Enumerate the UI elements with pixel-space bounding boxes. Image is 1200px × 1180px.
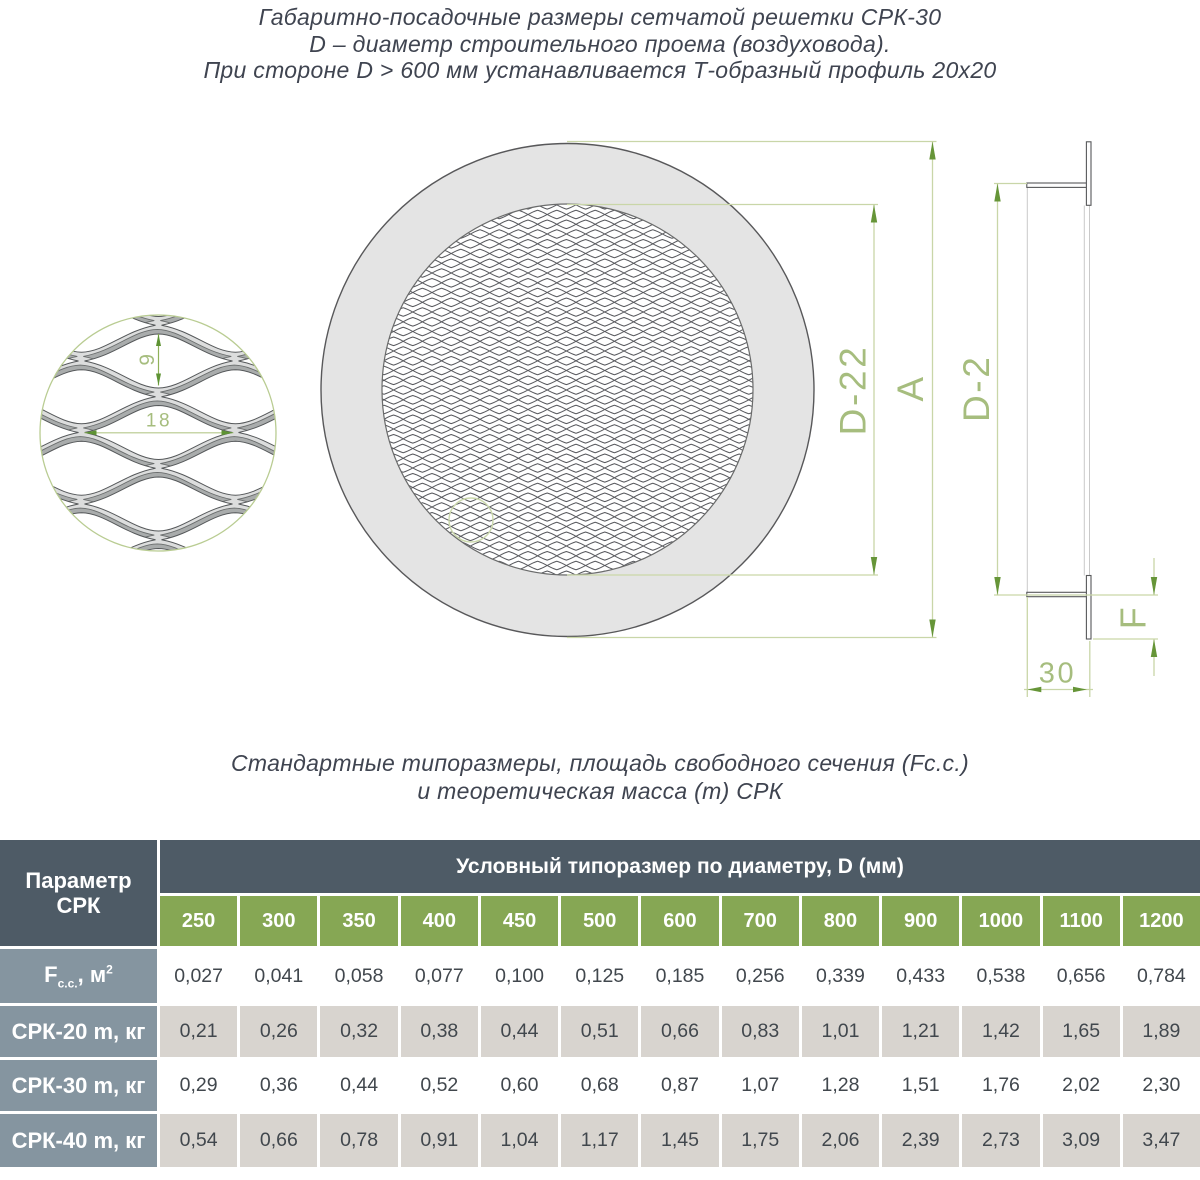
svg-text:F: F (1113, 605, 1154, 630)
svg-text:D-2: D-2 (956, 355, 997, 422)
svg-text:30: 30 (1039, 658, 1076, 690)
svg-text:D-22: D-22 (833, 345, 874, 436)
svg-text:9: 9 (136, 351, 159, 365)
svg-text:A: A (890, 374, 931, 401)
svg-text:18: 18 (146, 411, 172, 432)
